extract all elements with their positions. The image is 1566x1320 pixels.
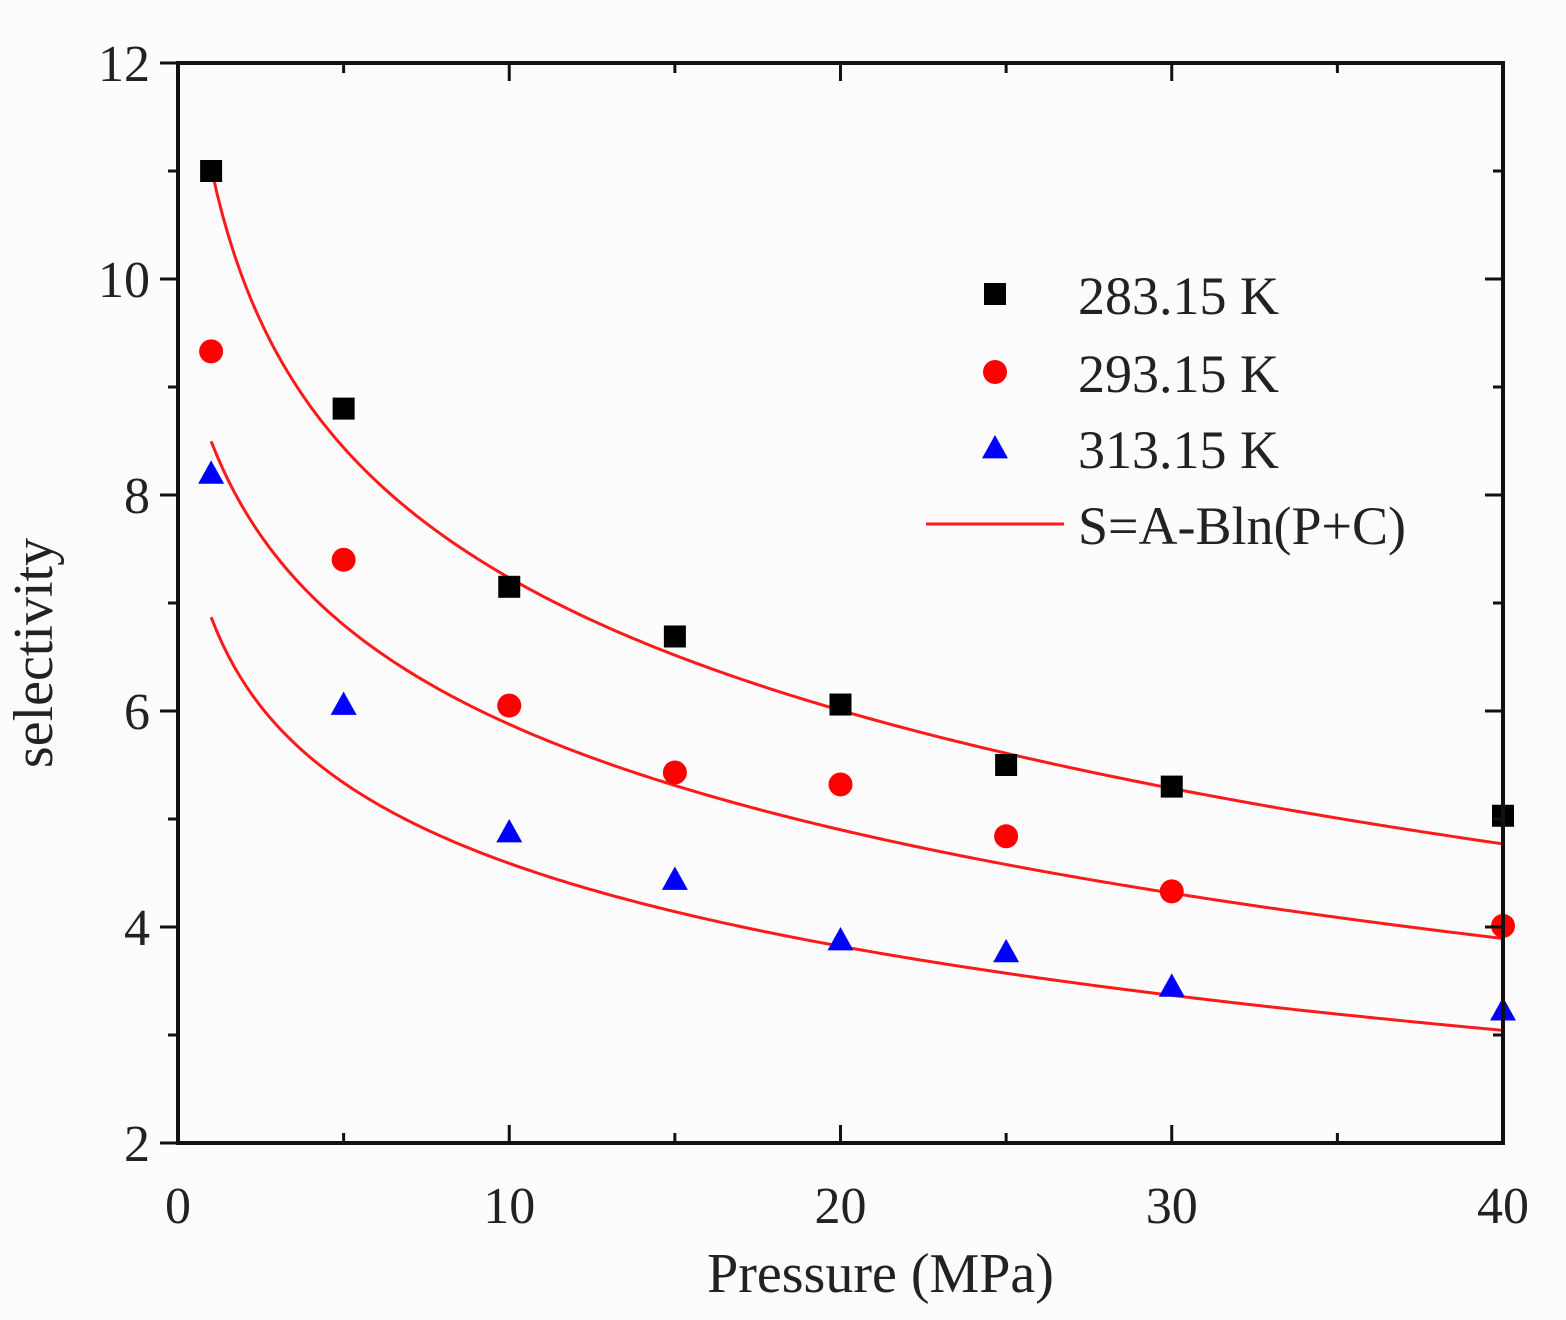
data-point: [198, 460, 225, 484]
data-point: [1159, 879, 1184, 904]
y-tick-label: 6: [124, 684, 150, 741]
data-point: [331, 547, 356, 572]
x-tick-label: 30: [1146, 1178, 1198, 1235]
data-markers: [198, 160, 1516, 1021]
x-tick-label: 20: [815, 1178, 867, 1235]
legend-label: 313.15 K: [1078, 420, 1279, 480]
data-point: [332, 397, 355, 420]
x-tick-label: 0: [165, 1178, 191, 1235]
data-point: [498, 575, 521, 598]
data-point: [828, 772, 853, 797]
data-point: [497, 693, 522, 718]
data-point: [199, 339, 224, 364]
data-point: [829, 693, 852, 716]
data-point: [200, 160, 223, 182]
fit-curve: [209, 167, 1504, 846]
fit-curves: [209, 167, 1504, 1032]
legend-label: 283.15 K: [1078, 266, 1279, 326]
fit-curve: [209, 616, 1504, 1032]
legend: 283.15 K 293.15 K 313.15 K S=A-Bln(P+C): [926, 266, 1406, 556]
y-axis-label: selectivity: [3, 538, 65, 768]
x-tick-label: 40: [1477, 1178, 1529, 1235]
data-point: [496, 818, 523, 843]
fit-curve: [209, 440, 1504, 941]
data-point: [993, 938, 1020, 963]
y-tick-label: 4: [124, 900, 150, 957]
data-point: [663, 625, 686, 648]
data-point: [827, 926, 854, 951]
y-tick-label: 10: [98, 252, 150, 309]
data-point: [330, 691, 357, 715]
data-point: [662, 760, 687, 785]
data-point: [661, 866, 688, 890]
legend-marker: [982, 435, 1008, 459]
legend-marker: [983, 360, 1007, 384]
data-point: [995, 754, 1018, 776]
x-axis-label: Pressure (MPa): [707, 1243, 1054, 1305]
y-tick-label: 12: [98, 36, 150, 93]
legend-label: 293.15 K: [1078, 344, 1279, 404]
data-point: [1160, 775, 1183, 798]
data-point: [1158, 973, 1185, 997]
axis-ticks: 0 10 20 30 40 2 4 6 8 10 12: [98, 36, 1529, 1235]
data-point: [994, 824, 1019, 849]
x-tick-label: 10: [483, 1178, 535, 1235]
y-tick-label: 8: [124, 468, 150, 525]
legend-marker: [984, 283, 1006, 305]
legend-fit-label: S=A-Bln(P+C): [1078, 496, 1406, 556]
y-tick-label: 2: [124, 1116, 150, 1173]
